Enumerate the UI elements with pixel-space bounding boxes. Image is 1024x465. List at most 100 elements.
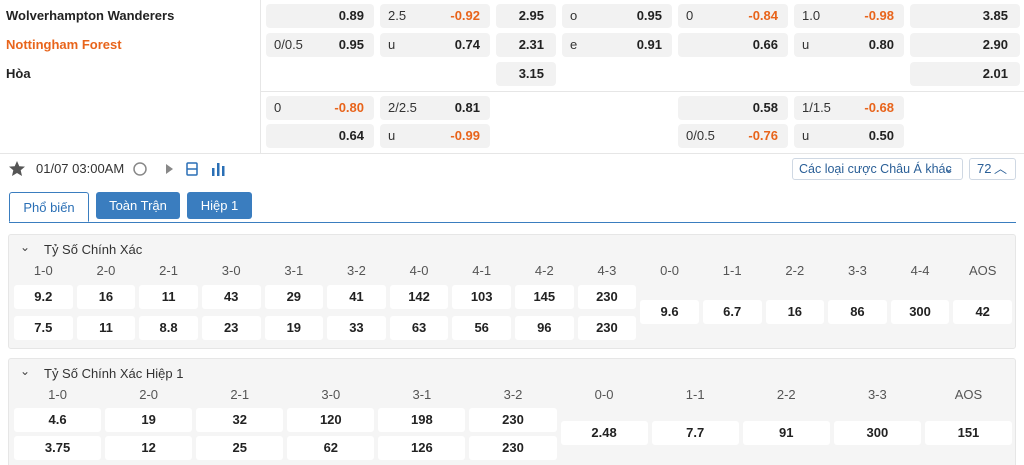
score-odds[interactable]: 56 xyxy=(452,316,511,340)
score-odds[interactable]: 7.7 xyxy=(651,421,739,445)
score-label: 2-1 xyxy=(159,263,178,278)
score-odds[interactable]: 230 xyxy=(469,436,557,460)
odds-value: 0.95 xyxy=(636,8,662,23)
market-count-label: 72 xyxy=(977,161,992,176)
odds-value: -0.98 xyxy=(864,8,894,23)
score-label: AOS xyxy=(954,387,983,402)
score-odds[interactable]: 11 xyxy=(139,285,198,309)
score-label: 2-2 xyxy=(776,387,796,402)
score-odds[interactable]: 126 xyxy=(378,436,466,460)
odds-line: 0 xyxy=(274,100,282,115)
odds-cell[interactable]: 1.0 -0.98 xyxy=(794,4,904,28)
score-label: 4-2 xyxy=(534,263,554,278)
odds-cell[interactable]: 2.90 xyxy=(910,33,1020,57)
odds-cell[interactable]: u 0.50 xyxy=(794,124,904,148)
odds-cell[interactable]: e 0.91 xyxy=(562,33,672,57)
odds-line: 1.0 xyxy=(802,8,821,23)
section-toggle[interactable]: ⌄ xyxy=(20,364,31,378)
score-odds[interactable]: 16 xyxy=(76,285,136,309)
score-odds[interactable]: 63 xyxy=(389,316,449,340)
score-label: 3-1 xyxy=(412,387,432,402)
score-odds[interactable]: 96 xyxy=(515,316,574,340)
score-odds[interactable]: 230 xyxy=(577,316,637,340)
odds-cell[interactable]: u -0.99 xyxy=(380,124,490,148)
odds-cell[interactable]: 2.95 xyxy=(496,4,556,28)
score-odds[interactable]: 42 xyxy=(953,300,1012,324)
odds-cell[interactable]: 2/2.5 0.81 xyxy=(380,96,490,120)
odds-cell[interactable]: u 0.74 xyxy=(380,33,490,57)
market-count[interactable]: 72 ︿ xyxy=(969,158,1016,180)
score-odds[interactable]: 230 xyxy=(577,285,637,309)
odds-value: 2.31 xyxy=(518,37,544,52)
odds-cell[interactable]: 0.89 xyxy=(266,4,374,28)
odds-cell[interactable]: 0.64 xyxy=(266,124,374,148)
odds-cell[interactable]: 3.85 xyxy=(910,4,1020,28)
score-odds[interactable]: 91 xyxy=(742,421,830,445)
score-odds[interactable]: 12 xyxy=(105,436,193,460)
odds-cell[interactable]: 2.01 xyxy=(910,62,1020,86)
score-label: 3-2 xyxy=(347,263,366,278)
score-odds[interactable]: 25 xyxy=(196,436,284,460)
score-odds[interactable]: 198 xyxy=(378,408,466,432)
score-label: 1-1 xyxy=(685,387,705,402)
market-select-label: Các loại cược Châu Á khác xyxy=(799,162,952,176)
odds-line: u xyxy=(802,37,810,52)
score-odds[interactable]: 300 xyxy=(833,421,921,445)
odds-cell[interactable]: 1/1.5 -0.68 xyxy=(794,96,904,120)
team-name: Hòa xyxy=(6,66,31,81)
score-odds[interactable]: 120 xyxy=(287,408,375,432)
score-label: 3-1 xyxy=(284,263,304,278)
odds-cell[interactable]: 3.15 xyxy=(496,62,556,86)
odds-cell[interactable]: 2.31 xyxy=(496,33,556,57)
odds-cell[interactable]: 0 -0.84 xyxy=(678,4,788,28)
score-odds[interactable]: 300 xyxy=(890,300,950,324)
score-odds[interactable]: 41 xyxy=(327,285,386,309)
score-odds[interactable]: 29 xyxy=(264,285,324,309)
score-odds[interactable]: 19 xyxy=(105,408,193,432)
odds-line: u xyxy=(388,128,396,143)
tab[interactable]: Hiệp 1 xyxy=(187,192,252,219)
odds-cell[interactable]: 0/0.5 0.95 xyxy=(266,33,374,57)
odds-cell[interactable]: 0/0.5 -0.76 xyxy=(678,124,788,148)
market-select[interactable]: Các loại cược Châu Á khác ⌄ xyxy=(792,158,963,180)
score-odds[interactable]: 62 xyxy=(287,436,375,460)
tab[interactable]: Toàn Trận xyxy=(96,192,180,219)
score-odds[interactable]: 8.8 xyxy=(139,316,198,340)
odds-value: 3.15 xyxy=(518,66,544,81)
score-odds[interactable]: 16 xyxy=(765,300,825,324)
section-toggle[interactable]: ⌄ xyxy=(20,240,31,254)
score-odds[interactable]: 86 xyxy=(828,300,887,324)
score-odds[interactable]: 7.5 xyxy=(14,316,73,340)
score-odds[interactable]: 9.2 xyxy=(14,285,73,309)
score-odds[interactable]: 103 xyxy=(452,285,511,309)
score-odds[interactable]: 6.7 xyxy=(702,300,762,324)
odds-cell[interactable]: 0.66 xyxy=(678,33,788,57)
odds-line: 0/0.5 xyxy=(686,128,715,143)
score-odds[interactable]: 151 xyxy=(924,421,1012,445)
score-odds[interactable]: 11 xyxy=(76,316,136,340)
score-odds[interactable]: 2.48 xyxy=(560,421,648,445)
score-odds[interactable]: 142 xyxy=(389,285,449,309)
tab[interactable]: Phổ biến xyxy=(9,192,89,222)
score-odds[interactable]: 3.75 xyxy=(14,436,102,460)
odds-cell[interactable]: 0 -0.80 xyxy=(266,96,374,120)
odds-line: u xyxy=(388,37,396,52)
score-odds[interactable]: 230 xyxy=(469,408,557,432)
odds-value: -0.84 xyxy=(748,8,778,23)
odds-value: 0.74 xyxy=(454,37,480,52)
score-odds[interactable]: 145 xyxy=(515,285,574,309)
odds-cell[interactable]: u 0.80 xyxy=(794,33,904,57)
score-odds[interactable]: 4.6 xyxy=(14,408,102,432)
score-odds[interactable]: 32 xyxy=(196,408,284,432)
score-odds[interactable]: 33 xyxy=(327,316,386,340)
odds-cell[interactable]: o 0.95 xyxy=(562,4,672,28)
score-label: 4-3 xyxy=(597,263,617,278)
odds-cell[interactable]: 2.5 -0.92 xyxy=(380,4,490,28)
odds-cell[interactable]: 0.58 xyxy=(678,96,788,120)
score-odds[interactable]: 19 xyxy=(264,316,324,340)
score-odds[interactable]: 9.6 xyxy=(640,300,699,324)
score-odds[interactable]: 23 xyxy=(201,316,261,340)
score-odds[interactable]: 43 xyxy=(201,285,261,309)
stats-icon[interactable] xyxy=(210,160,230,178)
